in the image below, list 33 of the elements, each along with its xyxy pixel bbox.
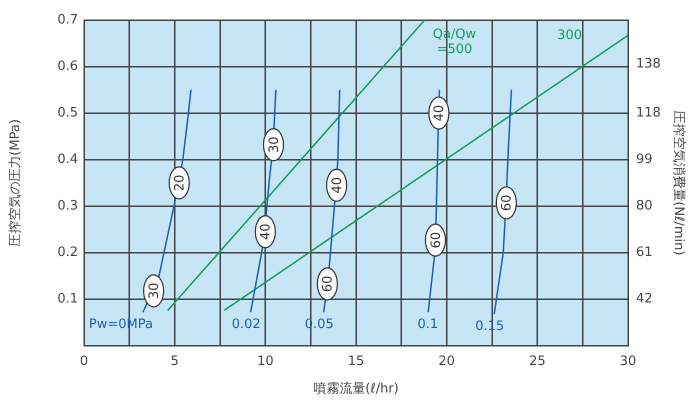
x-tick-label: 15 bbox=[348, 354, 364, 369]
annotation: 60 bbox=[320, 276, 336, 292]
annotation: 40 bbox=[258, 223, 274, 240]
y-tick-label: 0.7 bbox=[57, 12, 78, 28]
y-tick-label: 0.6 bbox=[57, 58, 78, 74]
x-tick-label: 25 bbox=[529, 354, 546, 369]
series-label: 300 bbox=[557, 28, 582, 44]
y2-tick-label: 99 bbox=[636, 152, 653, 168]
x-tick-label: 30 bbox=[620, 354, 636, 369]
annotation: 40 bbox=[432, 104, 448, 122]
y2-tick-label: 80 bbox=[636, 198, 653, 214]
x-tick-label: 10 bbox=[257, 354, 274, 369]
y-tick-label: 0.1 bbox=[57, 292, 78, 307]
y-tick-label: 0.2 bbox=[57, 245, 78, 260]
y2-axis-title: 圧搾空気消費量(Nℓ/min) bbox=[670, 110, 686, 256]
x-tick-label: 0 bbox=[80, 354, 88, 369]
x-tick-label: 5 bbox=[170, 354, 179, 369]
y-tick-label: 0.3 bbox=[57, 198, 78, 214]
y-tick-label: 0.5 bbox=[57, 105, 78, 120]
y-tick-label: 0.4 bbox=[57, 152, 78, 168]
annotation: 40 bbox=[330, 176, 345, 194]
x-tick-label: 20 bbox=[438, 354, 455, 369]
series-label: 0.02 bbox=[232, 317, 261, 332]
series-label: 0.1 bbox=[417, 317, 438, 332]
y2-tick-label: 42 bbox=[636, 292, 653, 307]
y-axis-title: 圧搾空気の圧力(MPa) bbox=[8, 119, 24, 247]
y2-tick-label: 138 bbox=[636, 56, 661, 72]
annotation: 60 bbox=[428, 232, 444, 248]
annotation: 20 bbox=[172, 174, 188, 192]
annotation: 30 bbox=[147, 282, 162, 300]
x-axis-title: 噴霧流量(ℓ/hr) bbox=[313, 380, 399, 397]
y2-tick-label: 61 bbox=[636, 245, 653, 260]
y2-tick-label: 118 bbox=[636, 105, 661, 120]
